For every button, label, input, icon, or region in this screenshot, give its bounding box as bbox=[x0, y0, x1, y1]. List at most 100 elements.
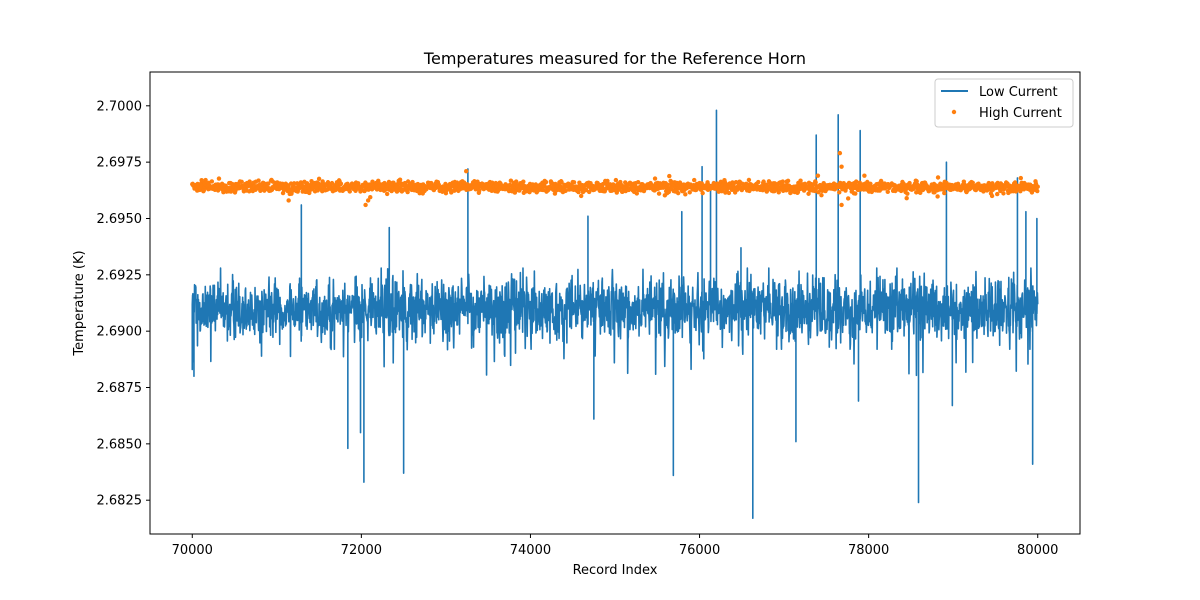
high-current-point bbox=[571, 180, 577, 185]
high-current-point bbox=[853, 179, 859, 184]
legend: Low Current High Current bbox=[934, 78, 1074, 128]
high-current-point bbox=[652, 176, 658, 181]
legend-frame bbox=[934, 78, 1074, 128]
y-tick-label: 2.6950 bbox=[97, 212, 143, 227]
high-current-point bbox=[266, 181, 271, 186]
high-current-point bbox=[683, 192, 688, 197]
high-current-point bbox=[819, 192, 824, 198]
high-current-point bbox=[199, 177, 204, 183]
high-current-point bbox=[905, 191, 910, 196]
y-axis-label: Temperature (K) bbox=[72, 250, 87, 356]
high-current-point bbox=[383, 187, 389, 192]
high-current-point bbox=[656, 191, 662, 196]
high-current-point bbox=[635, 180, 641, 185]
high-current-point bbox=[464, 168, 469, 174]
high-current-point bbox=[756, 179, 761, 185]
y-tick-label: 2.6850 bbox=[97, 437, 143, 452]
high-current-point bbox=[839, 202, 844, 208]
high-current-point bbox=[815, 173, 821, 178]
high-current-point bbox=[885, 189, 890, 195]
high-current-point bbox=[576, 189, 581, 195]
high-current-point bbox=[316, 176, 322, 182]
high-current-point bbox=[203, 177, 208, 183]
x-tick-label: 74000 bbox=[510, 543, 551, 558]
high-current-point bbox=[578, 193, 584, 199]
high-current-point bbox=[1001, 191, 1006, 196]
high-current-point bbox=[605, 178, 610, 184]
high-current-point bbox=[837, 150, 843, 156]
high-current-point bbox=[785, 178, 791, 184]
high-current-point bbox=[634, 191, 639, 196]
high-current-point bbox=[687, 190, 692, 195]
high-current-point bbox=[839, 164, 844, 169]
high-current-point bbox=[907, 180, 912, 186]
high-current-point bbox=[989, 193, 995, 199]
high-current-point bbox=[998, 188, 1003, 194]
series-low-current bbox=[191, 109, 1039, 520]
high-current-point bbox=[1029, 190, 1035, 195]
high-current-point bbox=[862, 173, 867, 178]
high-current-point bbox=[747, 188, 752, 194]
high-current-point bbox=[733, 179, 739, 185]
high-current-point bbox=[715, 181, 720, 186]
high-current-point bbox=[904, 196, 909, 201]
high-current-point bbox=[397, 177, 403, 182]
high-current-point bbox=[514, 179, 519, 184]
high-current-point bbox=[675, 190, 681, 196]
high-current-point bbox=[613, 177, 619, 183]
x-axis-label: Record Index bbox=[573, 563, 658, 578]
high-current-point bbox=[347, 189, 352, 194]
low-current-line bbox=[191, 109, 1039, 520]
high-current-point bbox=[365, 198, 371, 203]
high-current-point bbox=[853, 191, 858, 196]
high-current-point bbox=[530, 182, 535, 187]
high-current-point bbox=[935, 175, 941, 180]
high-current-point bbox=[368, 195, 373, 200]
high-current-point bbox=[1035, 188, 1040, 194]
high-current-point bbox=[563, 188, 568, 194]
high-current-point bbox=[363, 202, 368, 208]
high-current-point bbox=[970, 180, 975, 185]
high-current-point bbox=[845, 196, 851, 201]
y-tick-label: 2.6900 bbox=[97, 325, 143, 340]
legend-high-current-label: High Current bbox=[979, 106, 1062, 121]
high-current-point bbox=[356, 181, 361, 186]
y-tick-label: 2.6825 bbox=[97, 494, 143, 509]
high-current-point bbox=[1035, 184, 1040, 189]
high-current-point bbox=[813, 180, 818, 185]
y-tick-label: 2.7000 bbox=[97, 99, 143, 114]
high-current-point bbox=[521, 179, 526, 184]
legend-low-current-label: Low Current bbox=[979, 85, 1058, 100]
high-current-point bbox=[1018, 175, 1024, 181]
plot-area bbox=[150, 72, 1080, 534]
high-current-point bbox=[543, 179, 549, 185]
x-tick-label: 70000 bbox=[172, 543, 213, 558]
high-current-point bbox=[256, 178, 261, 183]
y-axis: 2.6825 2.6850 2.6875 2.6900 2.6925 2.6950 2.69… bbox=[97, 99, 150, 509]
high-current-point bbox=[477, 188, 482, 193]
high-current-point bbox=[209, 179, 215, 184]
plot-frame bbox=[149, 71, 1081, 535]
high-current-point bbox=[806, 191, 811, 196]
high-current-point bbox=[746, 177, 752, 183]
high-current-point bbox=[935, 194, 940, 199]
legend-high-current-swatch bbox=[951, 109, 957, 115]
high-current-point bbox=[995, 191, 1000, 197]
high-current-point bbox=[798, 178, 803, 183]
high-current-point bbox=[286, 198, 291, 203]
high-current-point bbox=[304, 181, 310, 186]
high-current-point bbox=[667, 173, 672, 179]
high-current-point bbox=[239, 179, 244, 184]
high-current-point bbox=[1012, 180, 1018, 185]
y-tick-label: 2.6875 bbox=[97, 381, 143, 396]
x-axis: 70000 72000 74000 76000 78000 80000 bbox=[172, 534, 1058, 558]
high-current-point bbox=[559, 179, 564, 185]
high-current-point bbox=[942, 190, 947, 196]
high-current-point bbox=[291, 181, 297, 186]
high-current-point bbox=[216, 176, 222, 181]
high-current-point bbox=[837, 190, 842, 195]
high-current-point bbox=[914, 179, 919, 184]
high-current-point bbox=[508, 178, 514, 183]
high-current-point bbox=[405, 189, 410, 195]
